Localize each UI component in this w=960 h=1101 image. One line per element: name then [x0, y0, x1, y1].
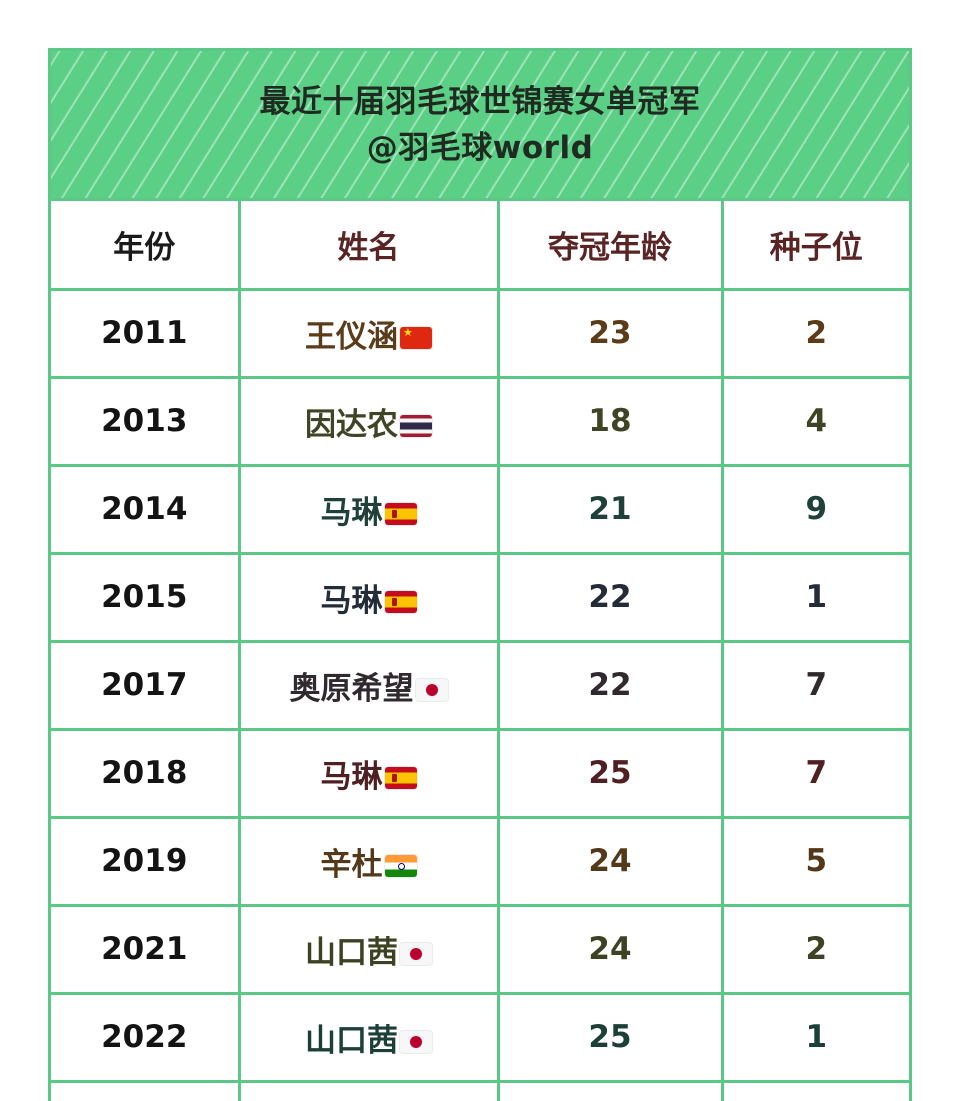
age-cell: 24 — [498, 905, 724, 995]
table-row: 2018 马琳 25 7 — [51, 729, 909, 819]
table-header-row: 年份 姓名 夺冠年龄 种子位 — [51, 201, 909, 291]
seed-cell: 1 — [722, 993, 909, 1083]
player-name: 王仪涵 — [305, 318, 398, 355]
in-flag-icon — [384, 854, 417, 877]
name-cell: 山口茜 — [239, 905, 500, 995]
table-row: 2013 因达农 18 4 — [51, 377, 909, 467]
jp-flag-icon — [415, 678, 448, 701]
player-name: 辛杜 — [320, 846, 383, 883]
player-name: 马琳 — [320, 758, 383, 795]
table-row: 2011 王仪涵 232 — [51, 289, 909, 379]
table-row: 2017 奥原希望 22 7 — [51, 641, 909, 731]
year-cell: 2011 — [51, 289, 241, 379]
champions-table: 年份 姓名 夺冠年龄 种子位 2011王仪涵2322013因达农1842014马… — [51, 201, 909, 1101]
column-header-name: 姓名 — [239, 201, 500, 291]
empty-cell — [722, 1081, 909, 1101]
table-row: 2014 马琳 21 9 — [51, 465, 909, 555]
year-cell: 2021 — [51, 905, 241, 995]
age-cell: 24 — [498, 817, 724, 907]
year-cell: 2018 — [51, 729, 241, 819]
name-cell: 王仪涵 — [239, 289, 500, 379]
year-cell: 2022 — [51, 993, 241, 1083]
name-cell: 奥原希望 — [239, 641, 500, 731]
es-flag-icon — [384, 502, 417, 525]
name-cell: 马琳 — [239, 729, 500, 819]
seed-cell: 7 — [722, 641, 909, 731]
player-name: 山口茜 — [305, 1022, 398, 1059]
player-name: 山口茜 — [305, 934, 398, 971]
age-cell: 18 — [498, 377, 724, 467]
th-flag-icon — [400, 414, 432, 437]
player-name: 奥原希望 — [289, 670, 414, 707]
table-row-partial — [51, 1081, 909, 1101]
year-cell: 2013 — [51, 377, 241, 467]
column-header-seed: 种子位 — [722, 201, 909, 291]
seed-cell: 5 — [722, 817, 909, 907]
age-cell: 21 — [498, 465, 724, 555]
author-handle: @羽毛球world — [366, 129, 594, 166]
seed-cell: 9 — [722, 465, 909, 555]
name-cell: 马琳 — [239, 553, 500, 643]
table-row: 2021 山口茜 24 2 — [51, 905, 909, 995]
table-row: 2015 马琳 22 1 — [51, 553, 909, 643]
jp-flag-icon — [400, 1030, 432, 1053]
empty-cell — [51, 1081, 241, 1101]
age-cell: 23 — [498, 289, 724, 379]
name-cell: 因达农 — [239, 377, 500, 467]
age-cell: 22 — [498, 553, 724, 643]
seed-cell: 2 — [722, 289, 909, 379]
player-name: 马琳 — [320, 582, 383, 619]
champions-table-card: 最近十届羽毛球世锦赛女单冠军 @羽毛球world 年份 姓名 夺冠年龄 种子位 … — [48, 48, 912, 1101]
es-flag-icon — [384, 766, 417, 789]
column-header-age: 夺冠年龄 — [498, 201, 724, 291]
title-banner: 最近十届羽毛球世锦赛女单冠军 @羽毛球world — [51, 51, 909, 201]
name-cell: 山口茜 — [239, 993, 500, 1083]
table-title: 最近十届羽毛球世锦赛女单冠军 — [259, 83, 701, 120]
table-row: 2022 山口茜 25 1 — [51, 993, 909, 1083]
name-cell: 辛杜 — [239, 817, 500, 907]
age-cell: 25 — [498, 993, 724, 1083]
year-cell: 2019 — [51, 817, 241, 907]
year-cell: 2015 — [51, 553, 241, 643]
seed-cell: 2 — [722, 905, 909, 995]
column-header-year: 年份 — [51, 201, 241, 291]
table-row: 2019 辛杜 24 5 — [51, 817, 909, 907]
player-name: 因达农 — [305, 406, 398, 443]
age-cell: 25 — [498, 729, 724, 819]
year-cell: 2014 — [51, 465, 241, 555]
empty-cell — [239, 1081, 500, 1101]
seed-cell: 4 — [722, 377, 909, 467]
seed-cell: 1 — [722, 553, 909, 643]
seed-cell: 7 — [722, 729, 909, 819]
cn-flag-icon — [400, 326, 432, 349]
empty-cell — [498, 1081, 724, 1101]
player-name: 马琳 — [320, 494, 383, 531]
es-flag-icon — [384, 590, 417, 613]
year-cell: 2017 — [51, 641, 241, 731]
name-cell: 马琳 — [239, 465, 500, 555]
jp-flag-icon — [400, 942, 432, 965]
age-cell: 22 — [498, 641, 724, 731]
